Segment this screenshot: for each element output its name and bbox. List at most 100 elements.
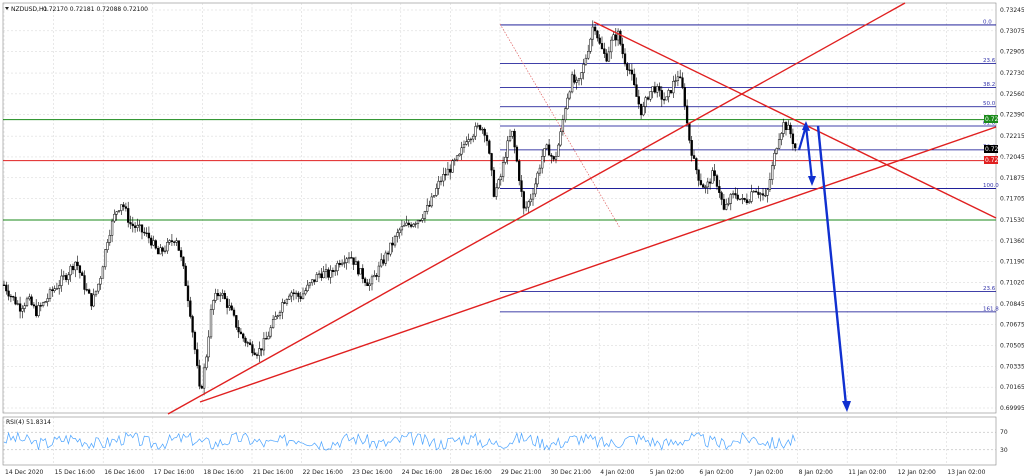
candle-body [299,296,302,299]
projection-arrow-down-long[interactable] [816,125,848,406]
candle-body [85,289,88,291]
candle-body [646,97,650,100]
symbol-dropdown-icon[interactable] [5,7,9,10]
candle-body [748,201,751,204]
candlestick-series [2,20,797,396]
candle-body [150,237,153,246]
candle-body [522,191,525,209]
candle-body [159,247,162,255]
candle-body [92,294,95,307]
candle-body [692,155,696,159]
candle-body [639,103,643,116]
candle-body [419,220,422,222]
candle-body [235,315,238,328]
candle-body [669,90,673,94]
candle-body [442,174,445,182]
x-tick-label: 14 Dec 2020 [5,469,44,476]
candle-body [285,299,289,304]
candle-body [389,242,392,255]
candle-body [704,186,707,188]
candle-body [281,302,284,313]
candle-body [48,289,52,299]
candle-body [706,181,709,188]
y-tick-label: 0.70165 [1000,384,1024,391]
y-tick-label: 0.69995 [1000,405,1024,412]
candle-body [120,204,123,211]
candle-body [501,162,505,177]
candle-body [313,279,316,282]
candle-body [306,284,309,291]
candle-body [577,78,581,81]
fib-level-label: 100.0 [983,183,999,189]
y-tick-label: 0.72730 [1000,70,1024,77]
candle-body [297,292,300,297]
candle-body [216,293,220,297]
candle-body [607,51,611,62]
x-tick-label: 7 Jan 02:00 [749,469,783,476]
symbol-label: NZDUSD,H1 [11,6,47,13]
candle-body [623,53,627,65]
candle-body [76,261,79,267]
candle-body [209,309,213,338]
candle-body [665,96,668,101]
candle-body [729,194,732,204]
candle-body [789,124,792,135]
candle-body [598,37,601,44]
candle-body [230,305,233,311]
candle-body [94,290,98,296]
candle-body [656,86,659,93]
candle-body [593,26,597,32]
candle-body [198,365,201,387]
candle-body [554,156,558,160]
candle-body [414,223,417,225]
candle-body [138,224,141,226]
candle-body [35,305,38,317]
candle-body [651,86,654,92]
current-price-tag-text: 0.72100 [985,146,1010,153]
candle-body [761,193,765,196]
candle-body [350,257,353,259]
candle-body [175,240,178,243]
candle-body [784,122,788,130]
candle-body [60,275,63,286]
candle-body [745,199,749,204]
candle-body [347,257,351,260]
trendline-rising-steep[interactable] [167,2,906,415]
candle-body [658,86,661,91]
candle-body [276,315,279,317]
x-tick-label: 15 Dec 16:00 [55,469,96,476]
candle-body [713,170,716,176]
candle-body [603,48,606,54]
candle-body [25,298,29,306]
trendline-falling[interactable] [593,21,997,219]
candle-body [734,193,737,196]
candle-body [145,232,148,235]
candle-body [51,289,54,292]
trendline-rising-shallow[interactable] [199,126,997,403]
candle-body [515,146,519,162]
candle-body [766,189,769,196]
projection-arrow-down-short[interactable] [804,125,814,181]
x-tick-label: 16 Dec 16:00 [104,469,145,476]
candle-body [396,232,399,237]
candle-body [193,331,197,350]
candle-body [421,218,424,221]
candle-body [412,223,415,227]
candle-body [14,296,17,305]
candle-body [667,90,670,98]
candle-body [621,43,624,55]
candle-body [534,183,537,195]
candle-body [58,285,61,289]
candle-body [2,284,6,286]
trendlines [167,2,997,415]
candle-body [343,262,346,264]
candle-body [715,175,719,187]
candle-body [262,338,266,351]
candle-body [446,168,450,176]
fib-anchor-dotted-line [499,23,621,229]
fib-level-label: 38.2 [983,82,995,88]
candle-body [550,154,553,157]
candle-body [787,124,790,130]
candle-body [626,63,629,71]
